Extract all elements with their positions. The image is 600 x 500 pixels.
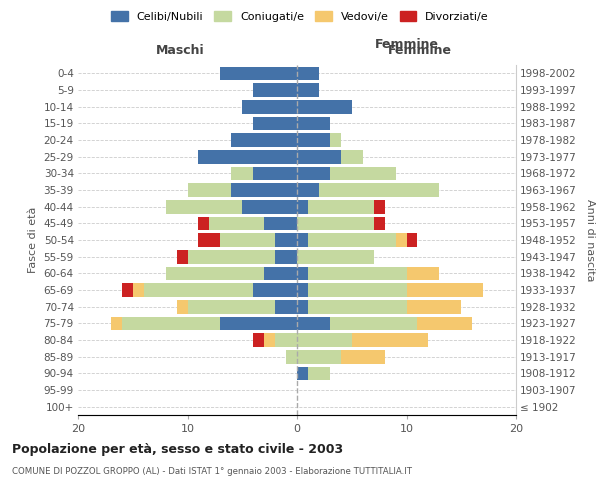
Bar: [111, 316, 122, 330]
Bar: [199, 150, 297, 164]
Bar: [188, 183, 232, 197]
Bar: [232, 183, 297, 197]
Bar: [297, 150, 341, 164]
Text: COMUNE DI POZZOL GROPPO (AL) - Dati ISTAT 1° gennaio 2003 - Elaborazione TUTTITA: COMUNE DI POZZOL GROPPO (AL) - Dati ISTA…: [12, 468, 412, 476]
Bar: [209, 216, 264, 230]
Bar: [199, 233, 220, 247]
Bar: [253, 283, 297, 297]
Y-axis label: Anni di nascita: Anni di nascita: [585, 198, 595, 281]
Bar: [253, 333, 264, 347]
Bar: [297, 166, 330, 180]
Bar: [264, 333, 275, 347]
Bar: [187, 250, 275, 264]
Bar: [418, 316, 472, 330]
Bar: [297, 300, 308, 314]
Y-axis label: Fasce di età: Fasce di età: [28, 207, 38, 273]
Bar: [330, 316, 418, 330]
Bar: [275, 300, 297, 314]
Bar: [341, 350, 385, 364]
Bar: [297, 350, 341, 364]
Bar: [275, 250, 297, 264]
Bar: [407, 300, 461, 314]
Bar: [166, 200, 242, 213]
Bar: [122, 316, 220, 330]
Bar: [395, 233, 407, 247]
Bar: [407, 266, 439, 280]
Bar: [297, 183, 319, 197]
Bar: [308, 300, 407, 314]
Bar: [374, 216, 385, 230]
Bar: [264, 266, 297, 280]
Bar: [297, 366, 308, 380]
Bar: [297, 100, 352, 114]
Text: Femmine: Femmine: [388, 44, 452, 58]
Bar: [166, 266, 264, 280]
Bar: [308, 266, 407, 280]
Bar: [341, 150, 363, 164]
Bar: [407, 233, 418, 247]
Bar: [407, 283, 483, 297]
Bar: [253, 116, 297, 130]
Bar: [308, 233, 395, 247]
Bar: [176, 300, 188, 314]
Bar: [220, 316, 297, 330]
Bar: [286, 350, 297, 364]
Bar: [308, 366, 330, 380]
Bar: [144, 283, 253, 297]
Bar: [319, 183, 439, 197]
Bar: [297, 216, 374, 230]
Bar: [297, 266, 308, 280]
Bar: [374, 200, 385, 213]
Bar: [297, 83, 319, 97]
Bar: [242, 100, 297, 114]
Bar: [352, 333, 428, 347]
Bar: [275, 233, 297, 247]
Bar: [199, 216, 209, 230]
Bar: [308, 200, 374, 213]
Text: Femmine: Femmine: [374, 38, 439, 51]
Bar: [176, 250, 188, 264]
Bar: [220, 233, 275, 247]
Bar: [330, 166, 395, 180]
Bar: [308, 283, 407, 297]
Bar: [264, 216, 297, 230]
Bar: [220, 66, 297, 80]
Bar: [297, 283, 308, 297]
Bar: [232, 166, 253, 180]
Bar: [297, 116, 330, 130]
Bar: [253, 83, 297, 97]
Bar: [253, 166, 297, 180]
Bar: [242, 200, 297, 213]
Bar: [330, 133, 341, 147]
Bar: [297, 333, 352, 347]
Bar: [297, 233, 308, 247]
Bar: [297, 316, 330, 330]
Legend: Celibi/Nubili, Coniugati/e, Vedovi/e, Divorziati/e: Celibi/Nubili, Coniugati/e, Vedovi/e, Di…: [108, 8, 492, 25]
Bar: [133, 283, 144, 297]
Bar: [122, 283, 133, 297]
Bar: [297, 250, 374, 264]
Bar: [297, 200, 308, 213]
Text: Maschi: Maschi: [155, 44, 205, 58]
Text: Popolazione per età, sesso e stato civile - 2003: Popolazione per età, sesso e stato civil…: [12, 442, 343, 456]
Bar: [275, 333, 297, 347]
Bar: [187, 300, 275, 314]
Bar: [232, 133, 297, 147]
Bar: [297, 133, 330, 147]
Bar: [297, 66, 319, 80]
